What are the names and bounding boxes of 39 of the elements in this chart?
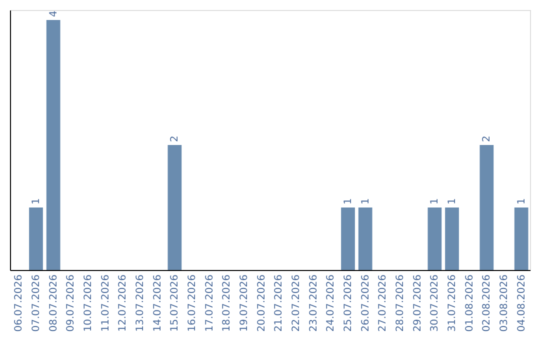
x-tick-label: 07.07.2026: [31, 274, 42, 332]
x-tick-label: 16.07.2026: [187, 274, 198, 332]
x-tick-label: 31.07.2026: [447, 274, 458, 332]
data-label: 2: [482, 136, 493, 142]
x-tick-label: 15.07.2026: [170, 274, 181, 332]
data-label: 1: [516, 198, 528, 204]
x-tick-label: 14.07.2026: [152, 274, 164, 332]
x-tick-label: 02.08.2026: [482, 274, 493, 332]
x-tick-label: 19.07.2026: [239, 274, 250, 332]
x-tick-label: 08.07.2026: [48, 274, 60, 332]
x-tick-label: 23.07.2026: [308, 274, 320, 332]
x-tick-label: 26.07.2026: [360, 274, 372, 332]
x-tick-label: 25.07.2026: [343, 274, 354, 332]
x-tick-label: 06.07.2026: [14, 274, 25, 332]
x-tick-label: 09.07.2026: [66, 274, 77, 332]
x-tick-label: 27.07.2026: [378, 274, 389, 332]
x-tick-label: 12.07.2026: [118, 274, 129, 332]
x-tick-label: 13.07.2026: [135, 274, 146, 332]
x-tick-label: 22.07.2026: [291, 274, 302, 332]
data-label: 1: [343, 198, 354, 204]
x-tick-label: 04.08.2026: [516, 274, 528, 332]
data-label: 1: [430, 198, 441, 204]
x-tick-label: 28.07.2026: [395, 274, 406, 332]
data-label: 1: [31, 198, 42, 204]
x-tick-label: 29.07.2026: [412, 274, 424, 332]
x-tick-label: 01.08.2026: [464, 274, 476, 332]
x-tick-label: 17.07.2026: [204, 274, 216, 332]
x-tick-label: 03.08.2026: [499, 274, 510, 332]
x-tick-label: 30.07.2026: [430, 274, 441, 332]
x-tick-label: 11.07.2026: [100, 274, 112, 332]
data-label: 2: [170, 136, 181, 142]
data-label: 4: [48, 10, 60, 17]
data-label: 1: [360, 198, 372, 204]
x-tick-label: 20.07.2026: [256, 274, 268, 332]
x-tick-label: 21.07.2026: [274, 274, 285, 332]
x-tick-label: 24.07.2026: [326, 274, 337, 332]
x-tick-label: 18.07.2026: [222, 274, 233, 332]
data-label: 1: [447, 198, 458, 204]
x-tick-label: 10.07.2026: [83, 274, 94, 332]
